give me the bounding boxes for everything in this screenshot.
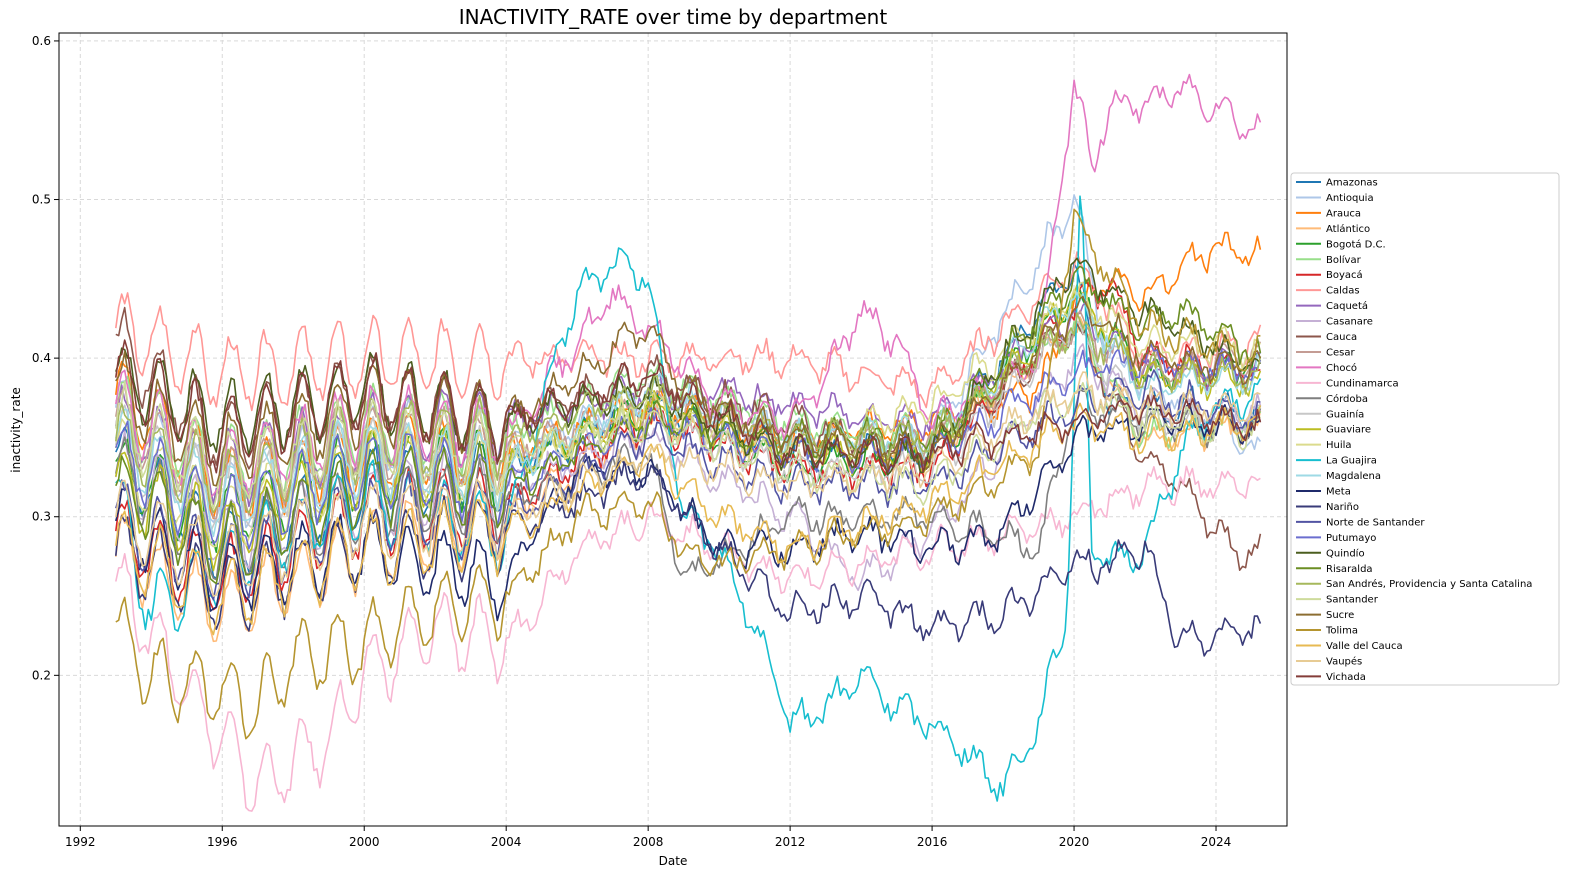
legend-item-label: Caquetá [1326,300,1368,312]
y-tick-label: 0.3 [32,510,51,524]
series-lines [115,73,1262,812]
series-line [115,312,1262,514]
y-tick-label: 0.6 [32,34,51,48]
series-line [115,339,1262,474]
legend-item-label: Bolívar [1326,254,1362,266]
series-line [115,371,1261,597]
legend-item-label: Casanare [1326,317,1373,328]
legend-item-label: Putumayo [1326,533,1376,544]
series-line [115,343,1262,592]
y-axis-label: inactivity_rate [9,387,23,473]
x-tick-label: 1996 [207,835,238,849]
series-line [115,343,1262,550]
series-line [115,208,1261,740]
legend: Amazonas Antioquia Arauca Atlántico Bogotá D… [1290,172,1560,686]
legend-item-label: Guainía [1326,408,1364,420]
legend-item-label: Arauca [1326,208,1361,219]
x-axis-label: Date [659,854,688,868]
legend-item-label: Cauca [1326,332,1357,343]
legend-item-label: Nariño [1326,502,1359,513]
x-tick-label: 2024 [1201,835,1232,849]
legend-item-label: Meta [1326,487,1351,498]
legend-item-label: Bogotá D.C. [1326,238,1386,250]
x-tick-label: 2016 [917,835,948,849]
legend-item-label: Santander [1326,595,1379,606]
legend-item-label: Risaralda [1326,564,1373,575]
legend-item-label: Valle del Cauca [1326,641,1403,652]
legend-item-label: Amazonas [1326,178,1378,189]
x-axis-ticks: 1992 1996 2000 2004 2008 2012 2016 2020 2024 [65,826,1231,849]
legend-item-label: Atlántico [1326,223,1370,235]
x-tick-label: 2012 [775,835,806,849]
legend-item-label: Sucre [1326,610,1354,621]
legend-item-label: Vichada [1326,672,1366,683]
plot-border [58,32,1288,827]
legend-item-label: Córdoba [1326,393,1368,405]
legend-item-label: Caldas [1326,286,1360,297]
legend-item-label: Quindío [1326,547,1365,559]
legend-item-label: Guaviare [1326,425,1371,436]
chart-title: INACTIVITY_RATE over time by department [459,5,888,29]
y-tick-label: 0.4 [32,351,51,365]
legend-item-label: San Andrés, Providencia y Santa Catalina [1326,578,1532,590]
x-tick-label: 2008 [633,835,664,849]
y-tick-label: 0.5 [32,193,51,207]
legend-item-label: Tolima [1325,626,1358,637]
series-line [115,73,1262,499]
legend-item-label: Cesar [1326,347,1355,358]
y-tick-label: 0.2 [32,668,51,682]
legend-item-label: Norte de Santander [1326,517,1425,528]
x-tick-label: 1992 [65,835,96,849]
legend-item-label: Cundinamarca [1326,378,1399,389]
y-axis-ticks: 0.2 0.3 0.4 0.5 0.6 [32,34,59,682]
series-line [115,265,1262,585]
legend-item-label: Magdalena [1326,471,1381,482]
legend-item-label: La Guajira [1326,456,1377,467]
legend-item-label: Vaupés [1326,655,1362,667]
x-tick-label: 2020 [1059,835,1090,849]
series-line [115,295,1262,487]
legend-item-label: Boyacá [1326,269,1363,281]
legend-item-label: Antioquia [1326,193,1374,204]
grid-lines [59,33,1287,826]
legend-box [1290,172,1560,686]
legend-item-label: Huila [1326,440,1352,451]
series-line [115,380,1261,510]
legend-item-label: Chocó [1326,362,1357,374]
x-tick-label: 2004 [491,835,522,849]
x-tick-label: 2000 [349,835,380,849]
